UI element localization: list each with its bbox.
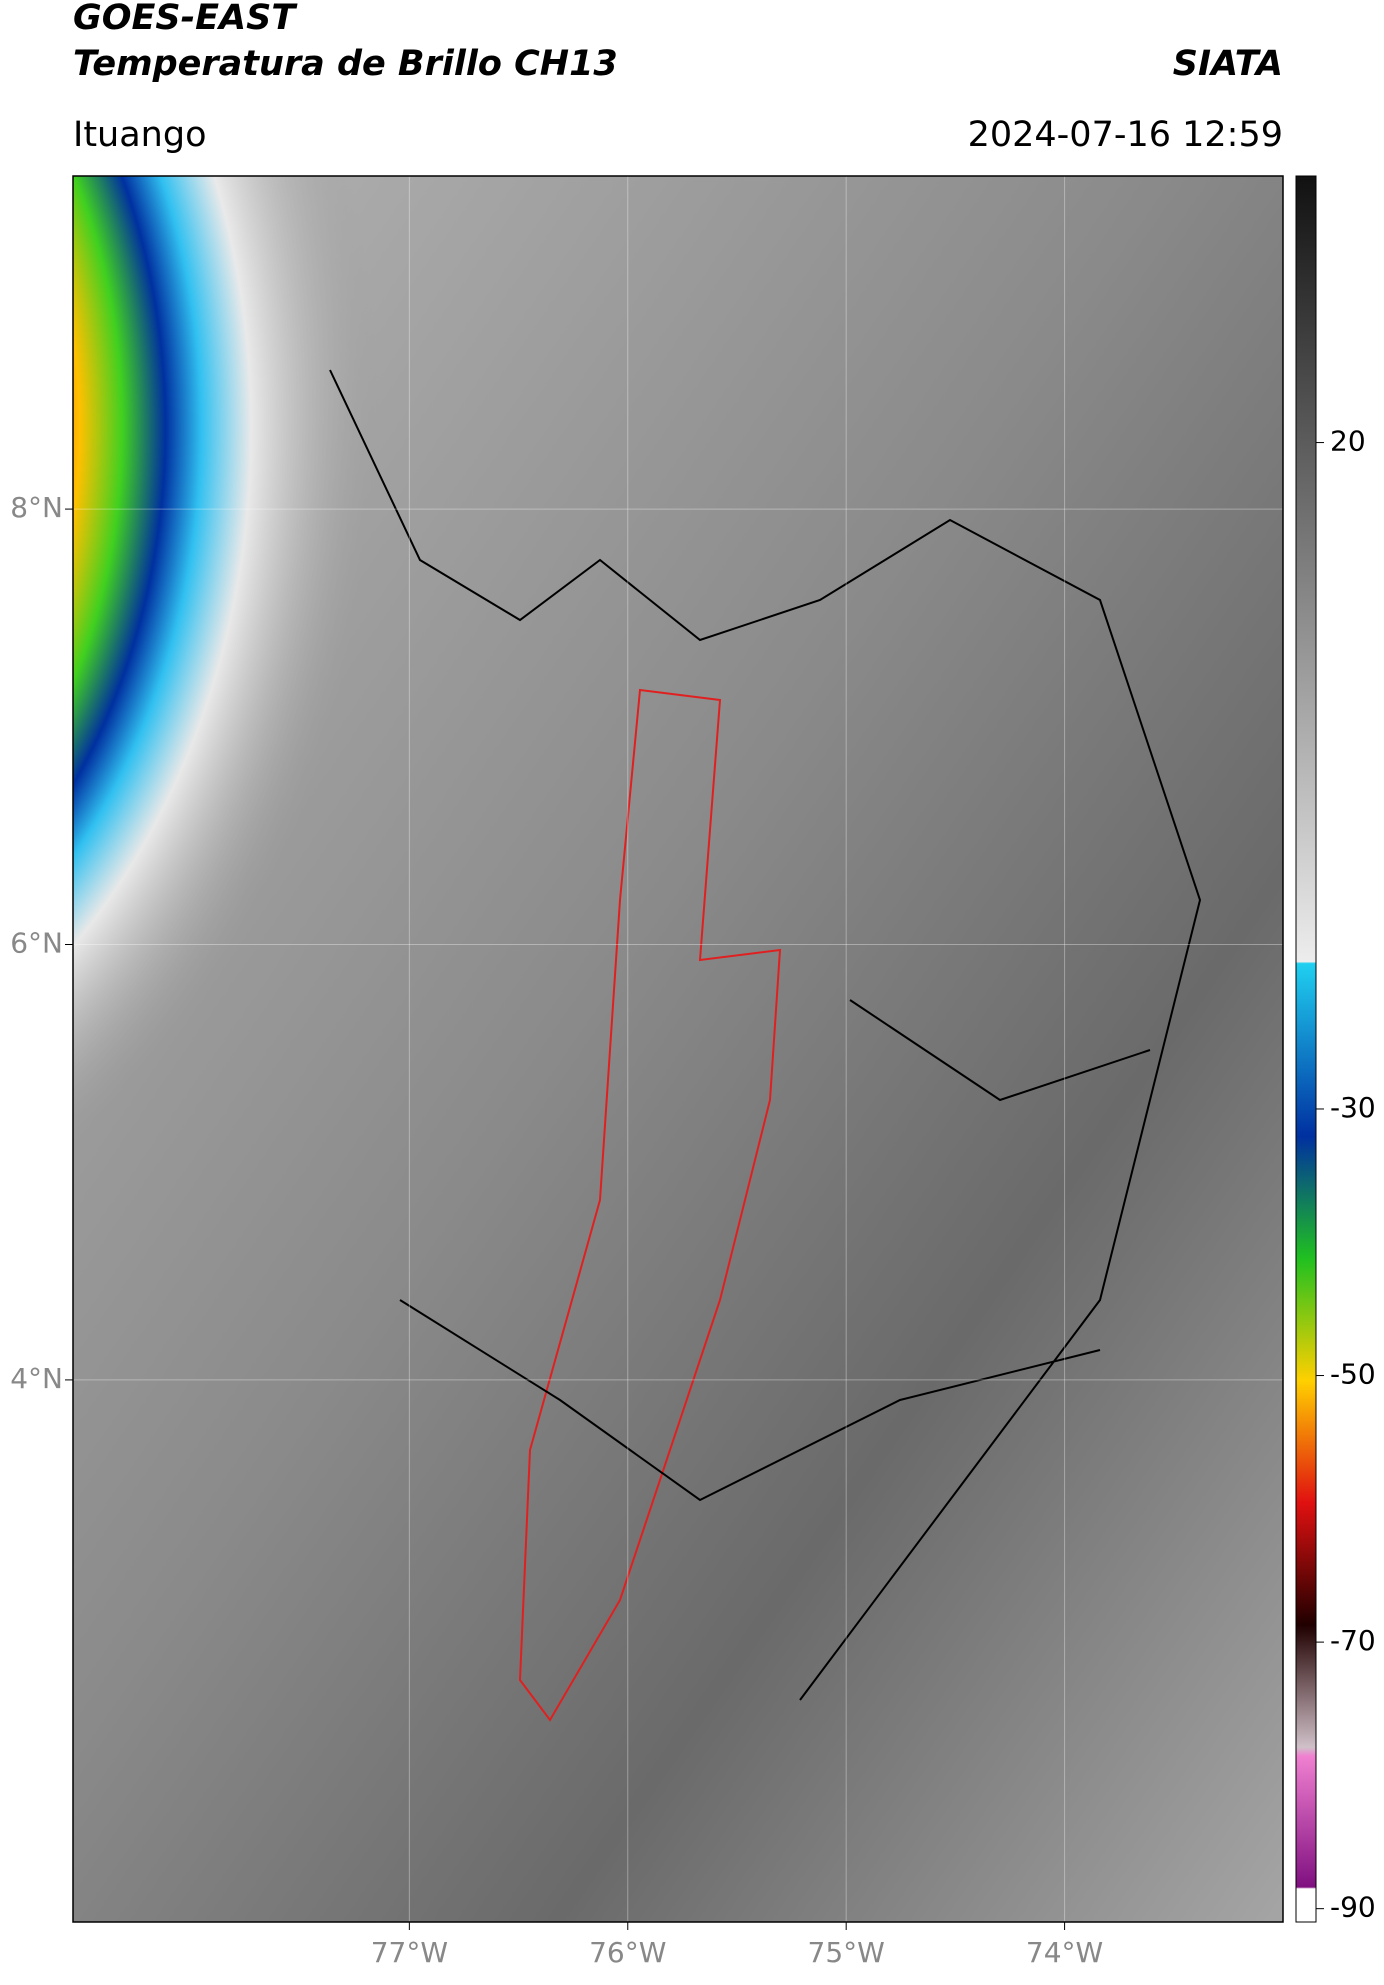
- colorbar-tick-label: 20: [1330, 425, 1366, 458]
- x-tick-label: 75°W: [808, 1936, 885, 1969]
- map-frame: [72, 175, 1284, 1923]
- y-tick-label: 6°N: [10, 927, 63, 960]
- title: GOES-EAST: [73, 0, 298, 38]
- colorbar-tick-label: -90: [1330, 1891, 1376, 1924]
- x-tick-label: 76°W: [589, 1936, 666, 1969]
- location: Ituango: [73, 115, 207, 155]
- subtitle: Temperatura de Brillo CH13: [73, 44, 618, 84]
- colorbar-tick-label: -30: [1330, 1091, 1376, 1124]
- source: SIATA: [1173, 44, 1283, 84]
- y-tick-label: 8°N: [10, 491, 63, 524]
- x-tick-label: 74°W: [1026, 1936, 1103, 1969]
- y-tick-label: 4°N: [10, 1362, 63, 1395]
- x-tick-label: 77°W: [371, 1936, 448, 1969]
- colorbar-tick-label: -50: [1330, 1358, 1376, 1391]
- map-image: [73, 176, 1283, 1922]
- colorbar: [1295, 175, 1317, 1923]
- datetime: 2024-07-16 12:59: [968, 115, 1283, 155]
- colorbar-tick-label: -70: [1330, 1624, 1376, 1657]
